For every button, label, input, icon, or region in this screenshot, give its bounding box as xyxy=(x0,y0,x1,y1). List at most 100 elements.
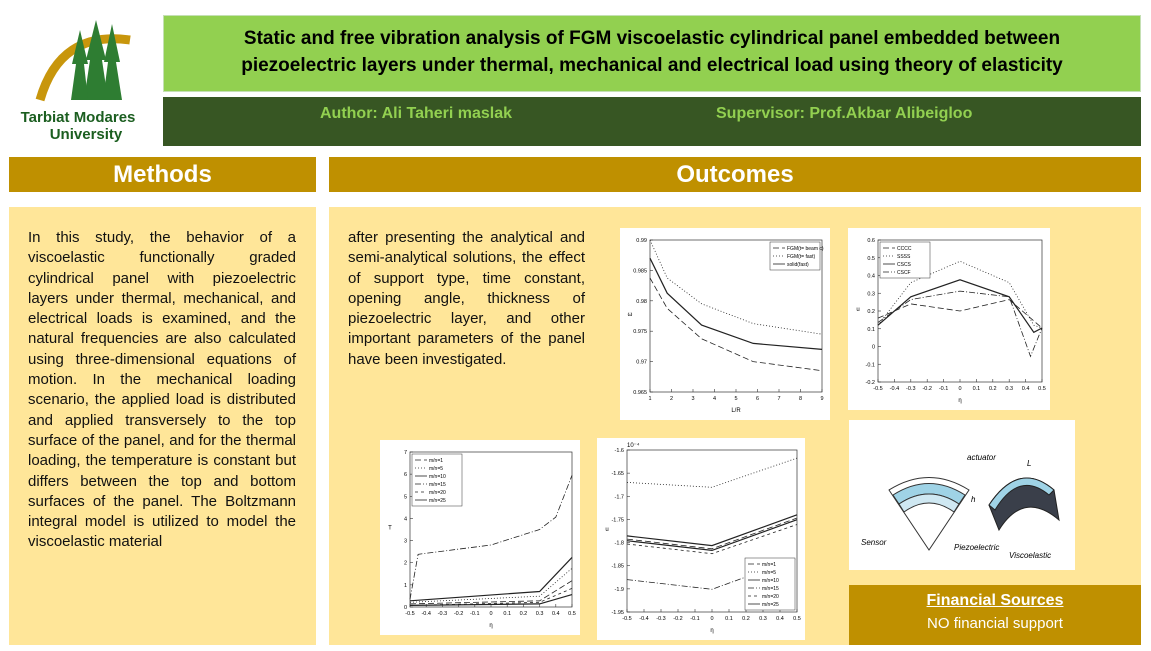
supervisor: Supervisor: Prof.Akbar Alibeigloo xyxy=(716,105,973,122)
curve xyxy=(626,519,798,552)
x-tick-label: 4 xyxy=(713,396,716,402)
y-tick-label: 0.985 xyxy=(633,268,647,274)
x-tick-label: -0.2 xyxy=(454,611,463,617)
curve xyxy=(409,567,573,603)
legend-label: m/n=10 xyxy=(429,474,446,480)
outcomes-heading: Outcomes xyxy=(329,157,1141,192)
x-tick-label: -0.3 xyxy=(438,611,447,617)
legend-label: m/n=5 xyxy=(762,570,776,576)
title: piezoelectric layers under thermal, mech… xyxy=(241,55,1063,76)
legend-label: m/n=15 xyxy=(429,482,446,488)
financial-heading: Financial Sources xyxy=(926,592,1064,609)
figure: -1.6 -1.65 -1.7 -1.75 -1.8 -1.85 -1.9 -1.95-0.5… xyxy=(597,438,805,640)
x-tick-label: 8 xyxy=(799,396,802,402)
legend-label: m/n=1 xyxy=(762,562,776,568)
x-tick-label: -0.5 xyxy=(405,611,414,617)
legend-label: FGM(t= beam c) xyxy=(787,246,824,252)
y-tick-label: 0.97 xyxy=(636,360,647,366)
curve xyxy=(877,290,1043,358)
curve xyxy=(877,279,1043,334)
y-tick-label: 5 xyxy=(404,494,407,500)
legend xyxy=(744,557,796,611)
x-tick-label: 0.2 xyxy=(520,611,528,617)
legend xyxy=(411,453,463,507)
methods-heading: Methods xyxy=(9,157,316,192)
x-tick-label: 0.5 xyxy=(568,611,576,617)
x-tick-label: 0.4 xyxy=(1022,386,1030,392)
author: Author: Ali Taheri maslak xyxy=(320,105,513,122)
logo-text: Tarbiat Modares xyxy=(21,109,136,126)
legend-label: m/n=20 xyxy=(762,594,779,600)
curve xyxy=(409,556,573,602)
financial-box: Financial Sources NO financial support xyxy=(849,585,1141,645)
legend-label: m/n=1 xyxy=(429,458,443,464)
y-tick-label: 3 xyxy=(404,539,407,545)
title-banner: Static and free vibration analysis of FG… xyxy=(163,15,1141,92)
x-tick-label: 0.1 xyxy=(725,616,733,622)
y-tick-label: -1.85 xyxy=(611,564,624,570)
logo-arc xyxy=(35,34,131,102)
diagram-label: Viscoelastic xyxy=(1009,551,1051,560)
y-tick-label: 0.6 xyxy=(867,238,875,244)
x-axis-label: L/R xyxy=(731,408,741,414)
axis-exponent: 10⁻⁴ xyxy=(627,442,640,449)
x-tick-label: 1 xyxy=(648,396,651,402)
financial-text: NO financial support xyxy=(927,615,1063,632)
legend-label: m/n=25 xyxy=(762,602,779,608)
y-axis-label: ω xyxy=(628,312,633,318)
figure: 0.60.50.40.30.20.10-0.1-0.2-0.5 -0.4 -0.3-… xyxy=(848,228,1050,410)
diagram-label: h xyxy=(971,495,976,504)
curve xyxy=(626,457,798,488)
methods-box: In this study, the behavior of a viscoel… xyxy=(9,207,316,645)
curve xyxy=(626,524,798,555)
y-tick-label: -1.75 xyxy=(611,517,624,523)
x-tick-label: -0.1 xyxy=(939,386,948,392)
curve xyxy=(877,299,1043,329)
author-bar: Author: Ali Taheri maslak Supervisor: Pr… xyxy=(163,97,1141,146)
x-tick-label: 0.4 xyxy=(776,616,784,622)
x-tick-label: -0.4 xyxy=(639,616,648,622)
curve xyxy=(649,239,823,335)
legend-label: SSSS xyxy=(897,254,911,260)
y-tick-label: 0 xyxy=(404,605,407,611)
y-axis-label: u xyxy=(856,307,859,313)
x-tick-label: -0.4 xyxy=(421,611,430,617)
x-axis-label: η xyxy=(489,623,492,629)
curve xyxy=(649,277,823,372)
x-tick-label: -0.5 xyxy=(873,386,882,392)
layer xyxy=(898,493,960,513)
legend-label: CSCF xyxy=(897,270,911,276)
y-tick-label: 0.99 xyxy=(636,238,647,244)
x-tick-label: 0.3 xyxy=(536,611,544,617)
x-axis-label: η xyxy=(958,398,961,404)
y-tick-label: 0.3 xyxy=(867,291,875,297)
y-tick-label: -0.2 xyxy=(866,380,875,386)
panel-diagram: actuator Sensor Piezoelectric Viscoelast… xyxy=(849,420,1075,570)
legend xyxy=(769,241,821,271)
y-tick-label: 0.965 xyxy=(633,390,647,396)
x-tick-label: -0.5 xyxy=(622,616,631,622)
y-tick-label: 0.2 xyxy=(867,309,875,315)
x-tick-label: 0.5 xyxy=(1038,386,1046,392)
diagram-label: actuator xyxy=(967,453,996,462)
x-tick-label: 0 xyxy=(958,386,961,392)
x-tick-label: -0.4 xyxy=(890,386,899,392)
y-tick-label: -1.95 xyxy=(611,610,624,616)
logo-text: University xyxy=(50,126,123,143)
legend-label: m/n=10 xyxy=(762,578,779,584)
logo: Tarbiat Modares University xyxy=(21,20,136,143)
y-tick-label: 0.98 xyxy=(636,299,647,305)
outcomes-text: after presenting the analytical and semi… xyxy=(348,229,585,368)
diagram-label: Piezoelectric xyxy=(954,543,999,552)
diagram-label: L xyxy=(1027,459,1031,468)
x-tick-label: 0.3 xyxy=(759,616,767,622)
x-tick-label: -0.1 xyxy=(690,616,699,622)
legend-label: CSCS xyxy=(897,262,912,268)
methods-text: In this study, the behavior of a viscoel… xyxy=(28,229,296,551)
x-tick-label: 0.3 xyxy=(1005,386,1013,392)
diagram-label: Sensor xyxy=(861,538,887,547)
y-axis-label: T xyxy=(388,526,392,532)
y-tick-label: -0.1 xyxy=(866,362,875,368)
x-tick-label: -0.3 xyxy=(906,386,915,392)
